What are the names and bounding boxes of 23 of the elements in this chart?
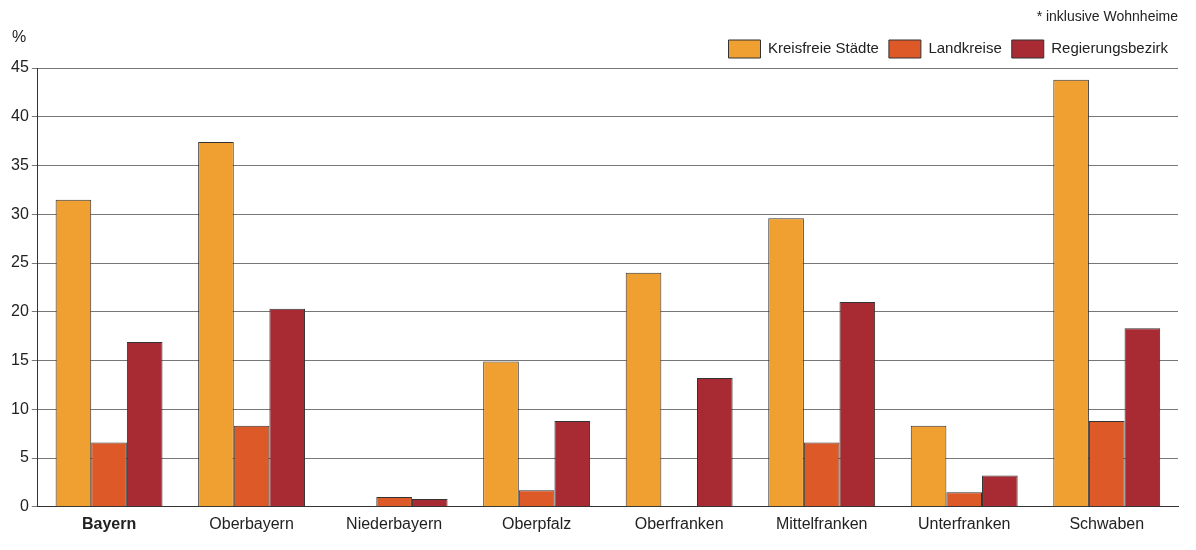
y-tick-label: 10 bbox=[11, 399, 29, 417]
x-tick-label: Schwaben bbox=[1069, 514, 1145, 532]
y-tick-label: 5 bbox=[19, 448, 29, 466]
y-tick-label: 25 bbox=[11, 253, 29, 271]
y-tick-label: 30 bbox=[11, 204, 29, 222]
y-tick-label: 45 bbox=[11, 58, 29, 76]
y-tick-label: 20 bbox=[11, 302, 29, 320]
x-tick-label: Oberpfalz bbox=[501, 514, 572, 532]
x-tick-label: Oberfranken bbox=[634, 514, 724, 532]
x-tick-label: Mittelfranken bbox=[775, 514, 868, 532]
legend-label: Landkreise bbox=[928, 39, 1002, 57]
y-tick-label: 40 bbox=[11, 107, 29, 125]
y-axis-title: % bbox=[12, 28, 27, 46]
y-tick-label: 0 bbox=[19, 497, 29, 515]
legend-label: Kreisfreie Städte bbox=[768, 39, 879, 57]
text: * inklusive Wohnheime bbox=[1036, 7, 1179, 24]
y-tick-label: 35 bbox=[11, 155, 29, 173]
y-tick-label: 15 bbox=[11, 350, 29, 368]
x-tick-label: Niederbayern bbox=[346, 514, 443, 532]
x-tick-label: Bayern bbox=[81, 514, 137, 532]
x-tick-label: Oberbayern bbox=[209, 514, 294, 532]
legend-label: Regierungsbezirk bbox=[1051, 39, 1169, 57]
x-tick-label: Unterfranken bbox=[917, 514, 1011, 532]
